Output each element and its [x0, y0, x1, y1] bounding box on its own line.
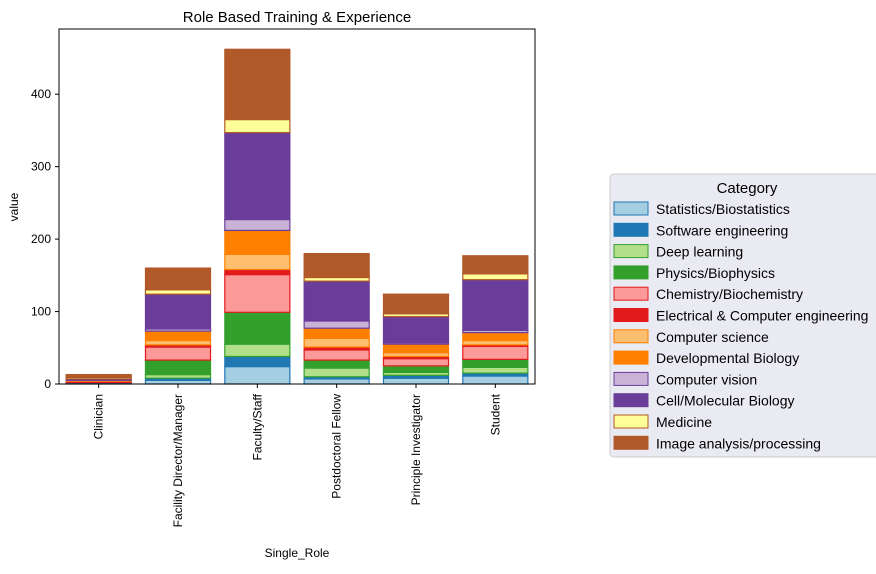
bar-segment — [382, 343, 450, 354]
bar-segment — [462, 331, 529, 342]
bar-segment — [144, 289, 212, 295]
bar-segment — [224, 229, 291, 255]
x-tick-label: Faculty/Staff — [250, 393, 264, 460]
legend: Category Statistics/Biostatistics Softwar… — [609, 173, 876, 458]
legend-swatch — [613, 286, 649, 301]
bar-segment — [224, 118, 291, 134]
bar-segment — [224, 274, 291, 313]
x-tick-label: Clinician — [92, 394, 106, 439]
bar-segment — [462, 345, 529, 360]
legend-swatch — [613, 244, 649, 259]
bar-segment — [462, 358, 529, 368]
bar-segment — [462, 255, 529, 275]
legend-swatch — [613, 329, 649, 344]
y-tick-label: 100 — [31, 305, 51, 319]
legend-swatch — [613, 350, 649, 365]
y-tick-label: 200 — [31, 232, 51, 246]
legend-label: Computer science — [656, 329, 769, 345]
bar-segment — [224, 132, 291, 221]
bar-segment — [224, 355, 291, 368]
chart-title: Role Based Training & Experience — [183, 9, 411, 26]
x-tick-label: Student — [488, 393, 502, 435]
y-tick-label: 400 — [31, 87, 51, 101]
legend-label: Deep learning — [656, 244, 743, 260]
bar-segment — [144, 330, 212, 342]
bar-segment — [303, 252, 370, 279]
bar-segment — [303, 349, 370, 361]
bar-segment — [303, 378, 370, 385]
bar-segment — [462, 366, 529, 374]
bar-segment — [382, 316, 450, 344]
bar-segment — [462, 375, 529, 385]
bars-layer — [65, 48, 529, 385]
bar-segment — [303, 337, 370, 348]
x-tick-label: Facility Director/Manager — [171, 394, 185, 527]
bar-segment — [144, 339, 212, 346]
bar-segment — [65, 373, 132, 379]
legend-swatch — [613, 308, 649, 322]
x-tick-label: Postdoctoral Fellow — [330, 394, 344, 499]
bar-segment — [382, 377, 450, 385]
legend-label: Electrical & Computer engineering — [656, 308, 868, 324]
y-tick-label: 0 — [44, 377, 51, 391]
legend-label: Cell/Molecular Biology — [656, 393, 795, 409]
bar-segment — [224, 253, 291, 271]
x-axis-label: Single_Role — [265, 546, 330, 560]
y-tick-label: 300 — [31, 160, 51, 174]
legend-title: Category — [717, 180, 778, 197]
bar-segment — [224, 268, 291, 276]
legend-label: Medicine — [656, 414, 712, 430]
bar-segment — [303, 327, 370, 339]
legend-swatch — [613, 201, 649, 216]
legend-swatch — [613, 371, 649, 386]
plot-frame — [58, 28, 536, 385]
bar-segment — [382, 293, 450, 315]
legend-label: Image analysis/processing — [656, 435, 821, 451]
bar-segment — [462, 279, 529, 331]
bar-segment — [462, 339, 529, 346]
legend-label: Chemistry/Biochemistry — [656, 286, 803, 302]
bar-segment — [144, 346, 212, 361]
legend-swatch — [613, 265, 649, 280]
axes-layer: 0 100 200 300 400 Clinician Facility Director/… — [31, 87, 502, 527]
bar-segment — [382, 365, 450, 374]
bar-segment — [224, 48, 291, 121]
legend-label: Computer vision — [656, 371, 757, 387]
bar-segment — [144, 359, 212, 376]
bar-segment — [144, 267, 212, 291]
bar-segment — [303, 320, 370, 329]
bar-segment — [462, 273, 529, 281]
legend-swatch — [613, 222, 649, 237]
bar-segment — [224, 218, 291, 232]
legend-label: Developmental Biology — [656, 350, 799, 366]
legend-items: Statistics/Biostatistics Software enginee… — [613, 201, 868, 451]
bar-segment — [224, 343, 291, 358]
x-tick-label: Principle Investigator — [409, 394, 423, 505]
bar-segment — [224, 366, 291, 385]
legend-frame — [609, 173, 876, 458]
legend-swatch — [613, 435, 649, 450]
bar-segment — [382, 358, 450, 367]
y-axis-label: value — [7, 192, 21, 221]
legend-label: Physics/Biophysics — [656, 265, 775, 281]
legend-swatch — [613, 414, 649, 429]
legend-label: Software engineering — [656, 222, 788, 238]
legend-swatch — [613, 393, 649, 408]
bar-segment — [303, 280, 370, 322]
bar-segment — [144, 293, 212, 330]
bar-segment — [224, 311, 291, 345]
bar-segment — [303, 367, 370, 378]
legend-label: Statistics/Biostatistics — [656, 201, 790, 217]
bar-segment — [303, 359, 370, 369]
